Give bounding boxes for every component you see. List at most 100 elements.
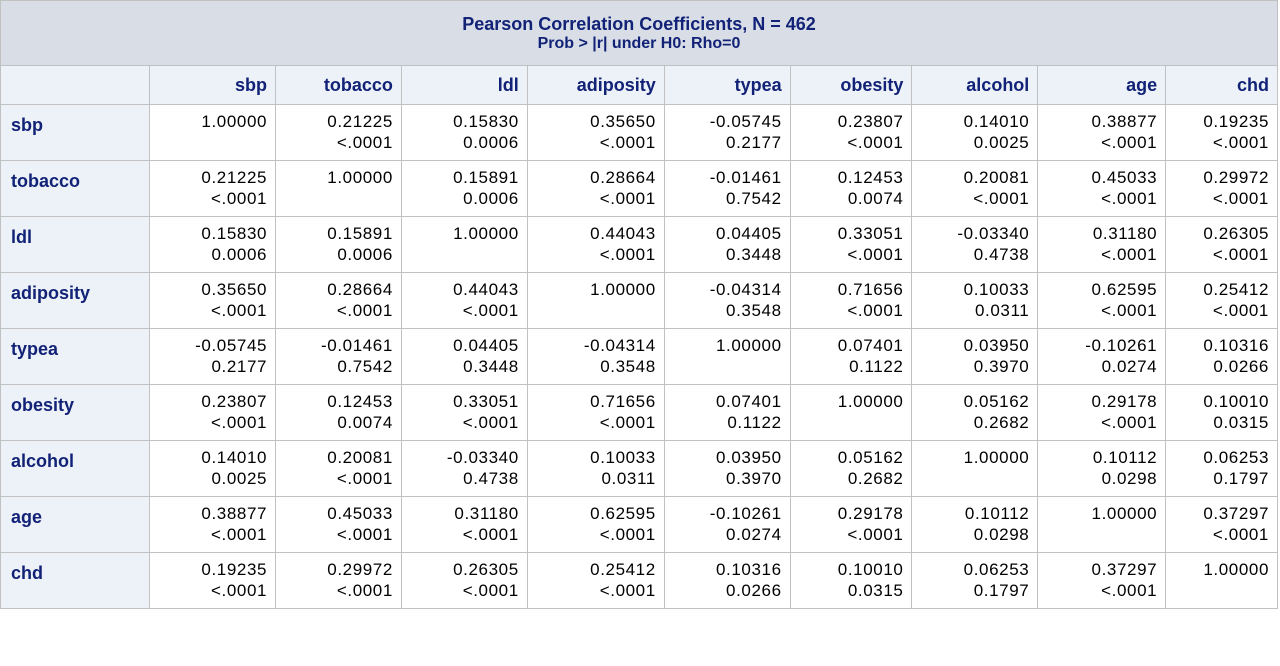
table-cell: 0.26305 <.0001 xyxy=(1165,216,1278,273)
table-row: adiposity 0.35650 <.0001 0.28664 <.0001 0.440… xyxy=(0,272,1278,329)
table-cell: 0.35650 <.0001 xyxy=(526,104,665,161)
table-cell: -0.01461 0.7542 xyxy=(663,160,791,217)
correlation-value: 0.29178 xyxy=(1091,392,1158,411)
table-cell: 1.00000 xyxy=(149,104,277,161)
table-cell: 0.29972 <.0001 xyxy=(275,552,402,609)
table-cell: 0.26305 <.0001 xyxy=(400,552,528,609)
table-cell: 0.33051 <.0001 xyxy=(400,384,528,441)
table-cell: 0.62595 <.0001 xyxy=(1037,272,1167,329)
p-value: 0.0006 xyxy=(337,245,393,264)
p-value: <.0001 xyxy=(847,245,904,264)
row-header-tobacco: tobacco xyxy=(0,160,151,217)
correlation-value: 0.06253 xyxy=(1203,448,1269,467)
p-value: <.0001 xyxy=(336,301,393,320)
table-cell: 0.10010 0.0315 xyxy=(789,552,913,609)
p-value: 0.0274 xyxy=(726,525,782,544)
correlation-value: 0.14010 xyxy=(201,448,268,467)
correlation-value: 1.00000 xyxy=(1091,504,1158,523)
row-header-chd: chd xyxy=(0,552,151,609)
p-value: <.0001 xyxy=(1101,581,1158,600)
table-cell: 0.12453 0.0074 xyxy=(275,384,402,441)
row-header-obesity: obesity xyxy=(0,384,151,441)
p-value: <.0001 xyxy=(1101,413,1158,432)
p-value: 0.0025 xyxy=(211,469,268,488)
table-title: Pearson Correlation Coefficients, N = 46… xyxy=(462,14,816,34)
correlation-value: 0.62595 xyxy=(590,504,656,523)
table-cell: 0.28664 <.0001 xyxy=(275,272,402,329)
table-cell: 0.25412 <.0001 xyxy=(1165,272,1278,329)
correlation-value: 0.19235 xyxy=(201,560,268,579)
correlation-value: 0.29972 xyxy=(327,560,393,579)
correlation-value: 0.07401 xyxy=(837,336,904,355)
correlation-value: 0.10010 xyxy=(837,560,904,579)
correlation-value: 0.14010 xyxy=(963,112,1030,131)
correlation-value: 0.35650 xyxy=(201,280,268,299)
table-cell: 0.31180 <.0001 xyxy=(1037,216,1167,273)
table-cell: 0.12453 0.0074 xyxy=(789,160,913,217)
table-cell: 1.00000 xyxy=(526,272,665,329)
table-cell: 1.00000 xyxy=(663,328,791,385)
table-cell: 0.23807 <.0001 xyxy=(149,384,277,441)
p-value: 0.0025 xyxy=(973,133,1030,152)
p-value: 0.4738 xyxy=(463,469,519,488)
correlation-value: 0.29972 xyxy=(1203,168,1269,187)
row-header-sbp: sbp xyxy=(0,104,151,161)
table-cell: 0.04405 0.3448 xyxy=(663,216,791,273)
column-header-age: age xyxy=(1037,65,1167,105)
correlation-value: 0.20081 xyxy=(327,448,393,467)
table-cell: 0.03950 0.3970 xyxy=(663,440,791,497)
table-cell: 0.37297 <.0001 xyxy=(1165,496,1278,553)
p-value: 0.1797 xyxy=(1213,469,1269,488)
correlation-value: 0.35650 xyxy=(590,112,656,131)
correlation-value: -0.03340 xyxy=(446,448,519,467)
table-cell: 0.44043 <.0001 xyxy=(526,216,665,273)
table-row: chd 0.19235 <.0001 0.29972 <.0001 0.26305 <.00… xyxy=(0,552,1278,609)
correlation-value: -0.01461 xyxy=(709,168,782,187)
correlation-value: -0.05745 xyxy=(195,336,268,355)
table-cell: -0.03340 0.4738 xyxy=(911,216,1039,273)
p-value: 0.0311 xyxy=(601,469,656,488)
correlation-value: 0.37297 xyxy=(1203,504,1269,523)
correlation-value: -0.10261 xyxy=(709,504,782,523)
p-value: 0.0006 xyxy=(211,245,268,264)
table-cell: 0.03950 0.3970 xyxy=(911,328,1039,385)
table-cell: 0.23807 <.0001 xyxy=(789,104,913,161)
table-cell: 0.05162 0.2682 xyxy=(789,440,913,497)
table-cell: 0.31180 <.0001 xyxy=(400,496,528,553)
table-cell: -0.05745 0.2177 xyxy=(149,328,277,385)
row-header-typea: typea xyxy=(0,328,151,385)
table-cell: 0.71656 <.0001 xyxy=(789,272,913,329)
correlation-value: 1.00000 xyxy=(837,392,904,411)
table-cell: 0.06253 0.1797 xyxy=(911,552,1039,609)
row-header-age: age xyxy=(0,496,151,553)
p-value: <.0001 xyxy=(847,525,904,544)
table-cell: 0.21225 <.0001 xyxy=(149,160,277,217)
correlation-value: 0.28664 xyxy=(327,280,393,299)
correlation-value: 0.25412 xyxy=(590,560,656,579)
p-value: <.0001 xyxy=(599,245,656,264)
p-value: 0.0315 xyxy=(1213,413,1269,432)
correlation-value: -0.04314 xyxy=(583,336,656,355)
table-cell: 0.15830 0.0006 xyxy=(400,104,528,161)
table-row: obesity 0.23807 <.0001 0.12453 0.0074 0.33051… xyxy=(0,384,1278,441)
table-cell: 1.00000 xyxy=(911,440,1039,497)
table-cell: 0.29178 <.0001 xyxy=(1037,384,1167,441)
table-cell: 0.20081 <.0001 xyxy=(275,440,402,497)
table-subtitle: Prob > |r| under H0: Rho=0 xyxy=(537,35,741,52)
table-cell: 0.21225 <.0001 xyxy=(275,104,402,161)
table-cell: 0.10316 0.0266 xyxy=(663,552,791,609)
p-value: 0.0274 xyxy=(1101,357,1158,376)
correlation-value: 0.71656 xyxy=(590,392,656,411)
correlation-value: 0.23807 xyxy=(201,392,268,411)
table-cell: 1.00000 xyxy=(400,216,528,273)
p-value: <.0001 xyxy=(462,581,519,600)
p-value: 0.0006 xyxy=(463,133,519,152)
table-cell: -0.10261 0.0274 xyxy=(663,496,791,553)
correlation-value: 0.10112 xyxy=(964,504,1030,523)
table-row: sbp 1.00000 0.21225 <.0001 0.15830 0.0006 0.35… xyxy=(0,104,1278,161)
p-value: <.0001 xyxy=(599,133,656,152)
correlation-value: 0.05162 xyxy=(837,448,904,467)
correlation-value: 0.37297 xyxy=(1091,560,1158,579)
p-value: 0.0311 xyxy=(974,301,1030,320)
table-cell: 0.15891 0.0006 xyxy=(275,216,402,273)
